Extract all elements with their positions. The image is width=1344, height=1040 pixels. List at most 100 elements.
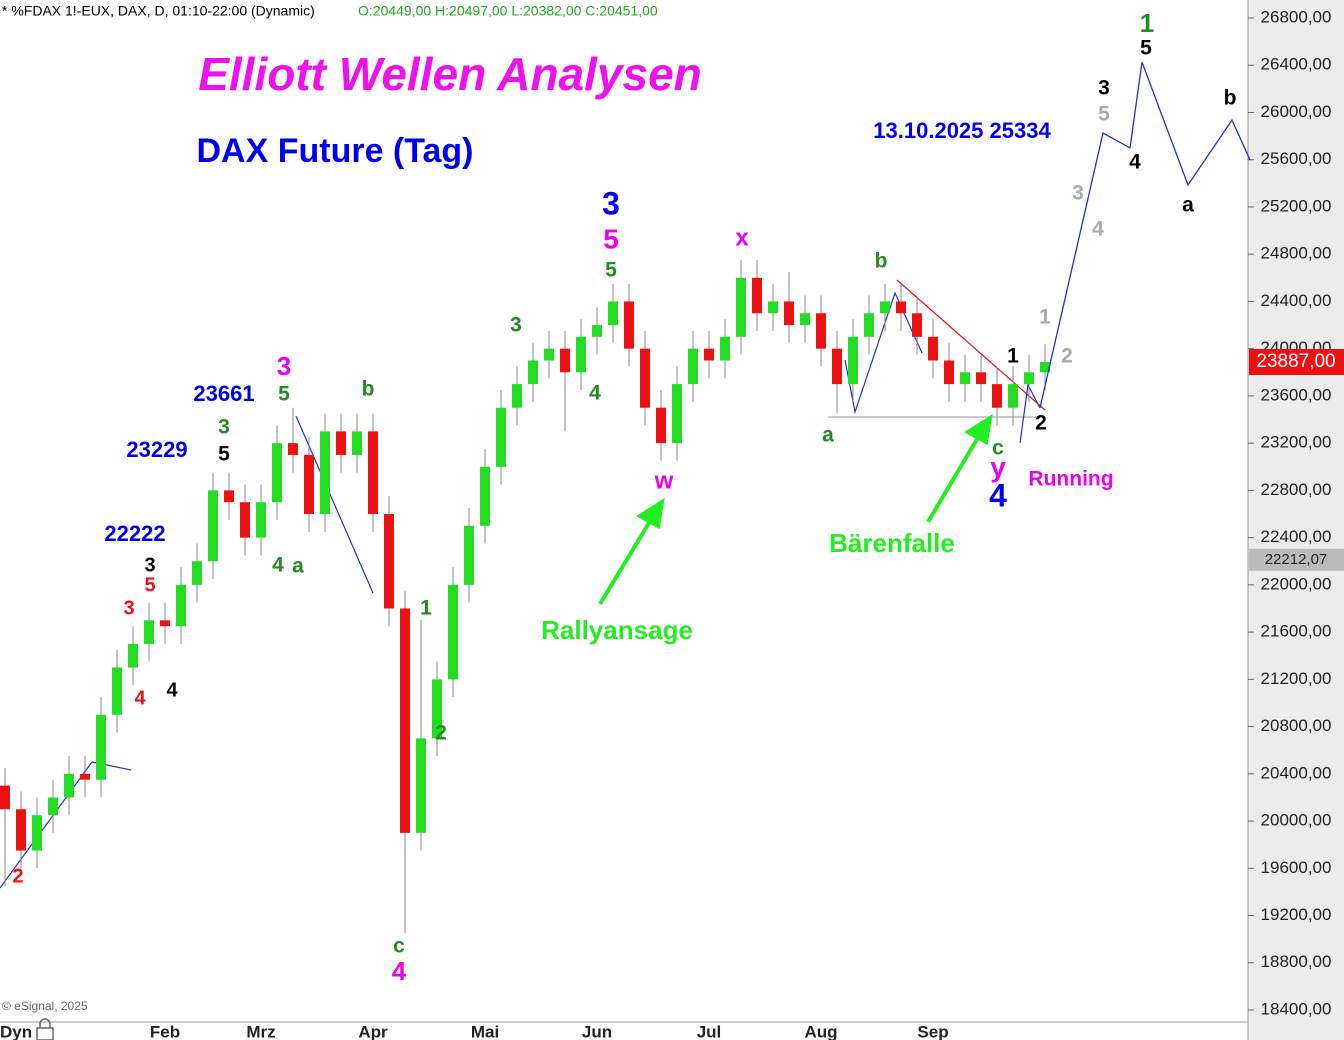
candle-body (928, 336, 938, 361)
candle-body (832, 348, 842, 385)
candle-body (224, 490, 234, 503)
y-tick-label: 20800,00 (1261, 716, 1332, 735)
x-tick-label: Apr (358, 1022, 388, 1040)
candle-body (336, 431, 346, 455)
annotation: 2 (1035, 412, 1047, 435)
y-tick-label: 20000,00 (1261, 811, 1332, 830)
annotation: b (1224, 87, 1237, 110)
annotation: 2 (12, 865, 23, 887)
dyn-label: Dyn (0, 1022, 32, 1040)
annotation: Rallyansage (541, 615, 693, 645)
y-tick-label: 23600,00 (1261, 385, 1332, 404)
y-tick-label: 22400,00 (1261, 527, 1332, 546)
candle-body (176, 584, 186, 627)
annotation: x (735, 224, 749, 251)
candle-body (432, 679, 442, 739)
y-tick-label: 25200,00 (1261, 196, 1332, 215)
candle-body (960, 372, 970, 385)
candle-body (272, 443, 282, 503)
candle-body (496, 407, 506, 467)
chart-subtitle: DAX Future (Tag) (196, 132, 473, 170)
lock-shackle (39, 1018, 51, 1028)
candle-body (480, 466, 490, 526)
candle-body (768, 301, 778, 314)
annotation: Running (1028, 468, 1113, 491)
candle-body (192, 561, 202, 585)
x-tick-label: Jul (697, 1022, 722, 1040)
annotation: 4 (1092, 218, 1104, 241)
annotation: 3 (1072, 182, 1084, 205)
arrow-head (636, 497, 665, 530)
annotation: 1 (1007, 345, 1019, 368)
x-tick-label: Mrz (246, 1022, 275, 1040)
lock-body (36, 1027, 54, 1040)
y-tick-label: 23200,00 (1261, 433, 1332, 452)
ohlc-readout: O:20449,00 H:20497,00 L:20382,00 C:20451… (358, 3, 658, 19)
annotation: 5 (1098, 103, 1110, 126)
annotation: 3 (602, 185, 620, 221)
annotation: a (292, 555, 304, 578)
candle-body (160, 620, 170, 627)
candle-body (976, 372, 986, 385)
price-marker-box (1249, 548, 1344, 571)
annotation: 1 (420, 597, 432, 620)
candle-body (144, 620, 154, 644)
candle-body (80, 773, 90, 780)
y-tick-label: 26000,00 (1261, 102, 1332, 121)
arrow-head (964, 413, 993, 446)
annotation: 23229 (126, 437, 187, 462)
candle-body (16, 809, 26, 851)
candle-body (352, 431, 362, 455)
candle-body (640, 348, 650, 408)
candle-body (992, 384, 1002, 408)
y-tick-label: 18800,00 (1261, 952, 1332, 971)
candle-body (208, 490, 218, 562)
y-tick-label: 22800,00 (1261, 480, 1332, 499)
candle-body (304, 454, 314, 514)
candle-body (880, 301, 890, 314)
candle-body (816, 313, 826, 349)
annotation: a (1182, 194, 1194, 217)
candle-body (400, 608, 410, 833)
annotation: 2 (1061, 345, 1073, 368)
candle-body (256, 502, 266, 538)
annotation: w (654, 467, 674, 494)
annotation: 5 (605, 259, 617, 282)
y-tick-label: 24800,00 (1261, 244, 1332, 263)
candle-body (656, 407, 666, 444)
annotation: 4 (392, 956, 407, 986)
candle-body (48, 797, 58, 816)
candle-body (800, 313, 810, 326)
lock-icon (36, 1018, 54, 1040)
annotation: 4 (166, 679, 178, 701)
trendlines (0, 279, 1046, 889)
annotation: c (992, 437, 1004, 460)
candle-body (0, 785, 10, 810)
arrows (598, 413, 993, 606)
price-marker-box (1249, 349, 1344, 376)
y-tick-label: 25600,00 (1261, 149, 1332, 168)
annotation: 3 (218, 416, 230, 439)
candle-body (464, 525, 474, 585)
y-tick-label: 20400,00 (1261, 763, 1332, 782)
annotation: 3 (1098, 77, 1110, 100)
chart-title: Elliott Wellen Analysen (198, 48, 702, 100)
copyright: © eSignal, 2025 (2, 999, 88, 1013)
annotation: 4 (134, 687, 146, 709)
annotation: b (875, 250, 888, 273)
candle-body (64, 773, 74, 798)
candle-body (320, 431, 330, 514)
annotation: 4 (989, 477, 1007, 513)
annotation: Bärenfalle (829, 528, 955, 558)
candle-body (608, 301, 618, 326)
annotation: 1 (1140, 8, 1154, 38)
forecast-line (1039, 61, 1251, 409)
annotation: y (990, 451, 1006, 482)
price-marker-label: 22212,07 (1265, 551, 1328, 568)
candle-body (912, 313, 922, 337)
price-marker-label: 23887,00 (1256, 351, 1335, 372)
annotation: a (822, 424, 834, 447)
annotation: 4 (272, 554, 284, 577)
candle-body (896, 301, 906, 314)
